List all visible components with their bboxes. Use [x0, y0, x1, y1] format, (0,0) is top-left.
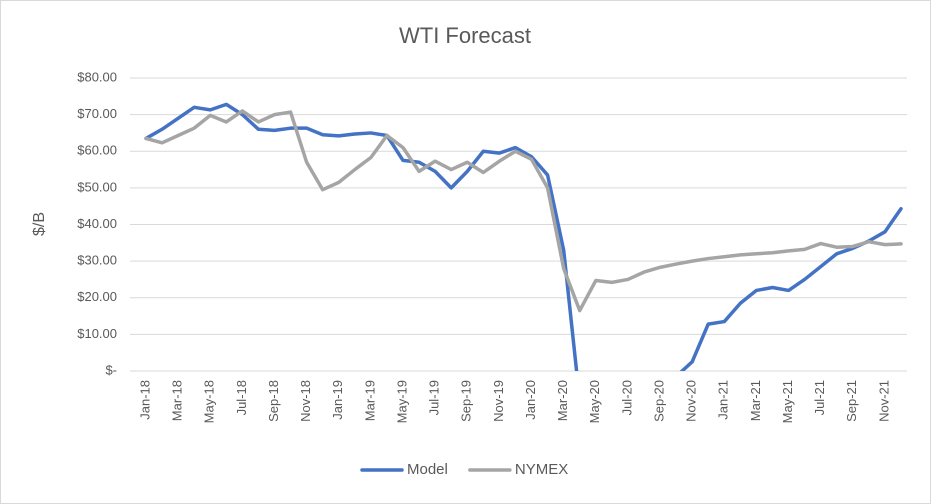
legend-label: Model	[407, 461, 448, 478]
x-tick-label: Nov-21	[876, 380, 891, 422]
x-tick-label: Sep-19	[459, 380, 474, 422]
x-tick-label: Nov-18	[298, 380, 313, 422]
x-tick-label: May-20	[587, 380, 602, 423]
x-tick-label: Mar-21	[748, 380, 763, 421]
legend-label: NYMEX	[515, 461, 568, 478]
x-tick-label: Jul-19	[427, 380, 442, 415]
x-tick-label: Jan-18	[137, 380, 152, 420]
x-tick-label: Sep-18	[266, 380, 281, 422]
y-axis-label: $/B	[31, 212, 48, 236]
x-tick-label: May-18	[202, 380, 217, 423]
series-line	[144, 102, 903, 371]
y-tick-label: $-	[105, 362, 117, 377]
x-tick-label: Jul-18	[234, 380, 249, 415]
x-tick-label: May-21	[780, 380, 795, 423]
x-tick-label: Jan-19	[330, 380, 345, 420]
y-tick-label: $70.00	[77, 106, 117, 121]
y-tick-label: $20.00	[77, 289, 117, 304]
y-tick-label: $60.00	[77, 143, 117, 158]
x-tick-label: Jan-21	[716, 380, 731, 420]
y-tick-label: $30.00	[77, 253, 117, 268]
series-line	[144, 109, 903, 313]
x-tick-label: Nov-20	[684, 380, 699, 422]
y-tick-label: $40.00	[77, 216, 117, 231]
x-tick-label: Jul-21	[812, 380, 827, 415]
x-tick-label: Mar-19	[362, 380, 377, 421]
x-tick-label: Mar-18	[170, 380, 185, 421]
x-tick-label: May-19	[394, 380, 409, 423]
x-tick-label: Jul-20	[619, 380, 634, 415]
y-tick-label: $10.00	[77, 326, 117, 341]
x-tick-label: Sep-21	[844, 380, 859, 422]
y-tick-label: $50.00	[77, 179, 117, 194]
x-tick-label: Nov-19	[491, 380, 506, 422]
chart-title: WTI Forecast	[399, 23, 531, 48]
x-tick-label: Jan-20	[523, 380, 538, 420]
x-tick-label: Mar-20	[555, 380, 570, 421]
x-tick-label: Sep-20	[651, 380, 666, 422]
y-tick-label: $80.00	[77, 69, 117, 84]
